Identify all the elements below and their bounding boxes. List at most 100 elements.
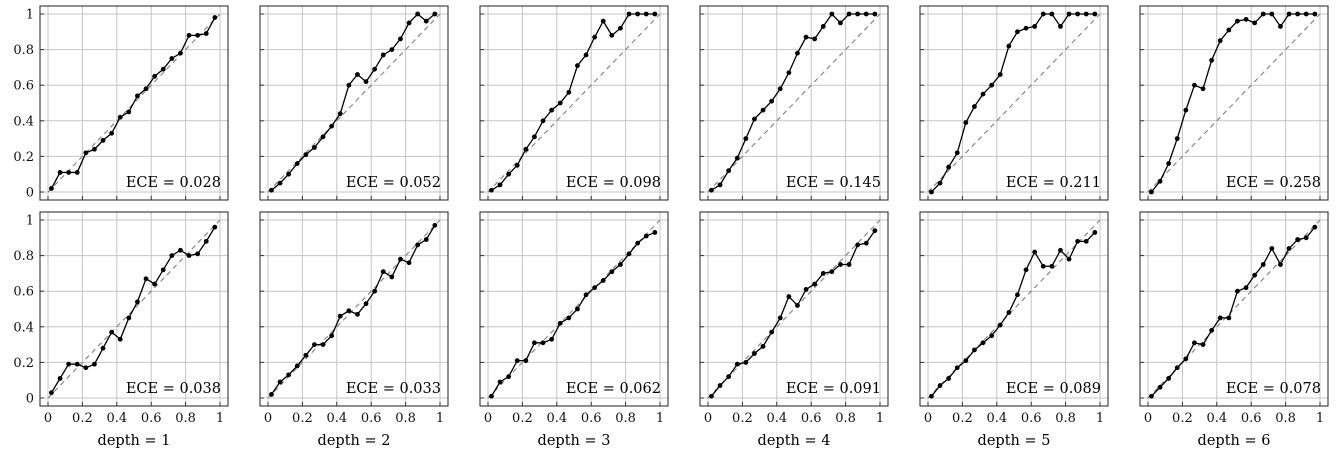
data-point (1209, 57, 1215, 63)
data-point (609, 32, 615, 38)
reliability-curve (1150, 13, 1315, 193)
data-point (760, 343, 766, 349)
data-point (269, 187, 274, 193)
data-point (1295, 11, 1301, 17)
panel-frame (699, 5, 889, 201)
data-point (303, 352, 309, 358)
data-point (1269, 11, 1275, 17)
y-tick-label: 0.4 (13, 320, 34, 335)
data-point (863, 11, 869, 17)
panel-r0-c0: ECE = 0.028 0 0.2 0.4 0.6 0.8 1 (13, 5, 229, 201)
data-point (406, 260, 412, 266)
data-point (643, 11, 649, 17)
data-point (1226, 315, 1232, 321)
data-point (415, 242, 421, 248)
reliability-curve (1150, 226, 1316, 397)
data-point (1278, 262, 1283, 267)
data-point (389, 274, 395, 280)
data-point (777, 86, 783, 92)
perfect-calibration-line (487, 13, 661, 193)
panel-r0-c3: ECE = 0.145 (699, 5, 889, 201)
data-point (1006, 43, 1012, 49)
data-point (506, 171, 512, 177)
data-point (49, 186, 54, 191)
data-point (152, 73, 158, 79)
data-point (786, 294, 792, 299)
x-tick-label: 0.4 (546, 411, 567, 426)
ece-label: ECE = 0.098 (566, 175, 661, 191)
panel-frame (479, 211, 669, 407)
data-point (66, 170, 72, 175)
data-point (1032, 249, 1038, 255)
data-point (540, 118, 546, 124)
x-tick-label: 0.4 (986, 411, 1007, 426)
data-point (1040, 11, 1046, 17)
data-point (1058, 24, 1063, 29)
panel-r1-c0: ECE = 0.038 0 0.2 0.4 0.6 0.8 1 0 0.2 0.4 0.6 0.8 1 (13, 211, 229, 426)
x-tick-label: 0.4 (1206, 411, 1227, 426)
data-point (186, 253, 192, 258)
data-point (803, 34, 809, 40)
panel-frame (699, 211, 889, 407)
data-point (635, 240, 641, 246)
data-point (743, 360, 749, 365)
ece-label: ECE = 0.038 (126, 381, 221, 397)
data-point (929, 189, 934, 195)
data-point (312, 145, 317, 150)
data-point (557, 100, 563, 106)
data-point (269, 392, 274, 397)
y-tick-label: 0.6 (13, 285, 34, 300)
data-point (178, 50, 183, 56)
data-point (152, 281, 158, 287)
data-point (355, 72, 360, 77)
data-point (734, 361, 740, 367)
data-point (135, 93, 140, 99)
x-tick-label: 0.6 (1021, 411, 1042, 426)
data-point (532, 134, 537, 140)
data-point (363, 79, 369, 85)
data-point (489, 187, 494, 193)
x-tick-label: 0 (484, 411, 492, 426)
data-point (1075, 11, 1081, 17)
ece-label: ECE = 0.078 (1226, 381, 1321, 397)
data-point (1032, 24, 1038, 29)
data-point (743, 136, 749, 142)
data-point (169, 56, 175, 61)
perfect-calibration-line (707, 13, 881, 193)
data-point (583, 292, 589, 298)
data-point (432, 11, 438, 17)
data-point (1157, 384, 1163, 390)
data-point (337, 313, 343, 319)
data-point (1149, 393, 1154, 399)
data-point (212, 15, 218, 20)
data-point (980, 91, 986, 97)
data-point (1303, 235, 1309, 241)
data-point (863, 240, 869, 246)
data-point (1269, 246, 1275, 251)
ece-label: ECE = 0.145 (786, 175, 881, 191)
panel-r0-c1: ECE = 0.052 (259, 5, 449, 201)
data-point (855, 242, 861, 248)
x-tick-label: 0 (704, 411, 712, 426)
data-point (415, 11, 421, 17)
x-tick-label: 0.2 (1172, 411, 1193, 426)
data-point (846, 11, 852, 17)
data-point (1243, 16, 1249, 22)
x-tick-label: 0.8 (835, 411, 856, 426)
data-point (946, 164, 952, 170)
data-point (92, 146, 97, 152)
data-point (178, 247, 183, 253)
x-tick-label: 0 (264, 411, 272, 426)
data-point (100, 137, 106, 143)
data-point (626, 251, 632, 257)
data-point (380, 52, 386, 58)
x-tick-label: 0.6 (361, 411, 382, 426)
panel-frame (259, 5, 449, 201)
ece-label: ECE = 0.091 (786, 381, 881, 397)
data-point (989, 333, 995, 339)
data-point (803, 287, 809, 292)
data-point (635, 11, 641, 17)
data-point (989, 82, 995, 88)
data-point (497, 379, 503, 385)
reliability-curve (491, 13, 655, 191)
